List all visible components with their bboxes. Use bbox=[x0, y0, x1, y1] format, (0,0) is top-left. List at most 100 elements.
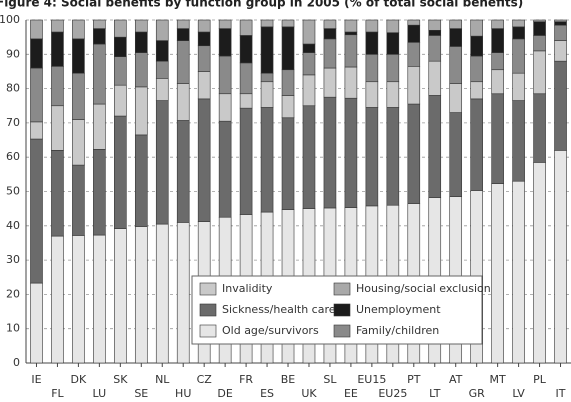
bar-segment bbox=[176, 83, 190, 121]
bar-segment bbox=[554, 21, 567, 26]
x-tick-label: FR bbox=[239, 373, 253, 386]
y-tick-label: 70 bbox=[6, 116, 20, 129]
legend-label: Unemployment bbox=[356, 303, 441, 316]
bar-segment bbox=[239, 19, 253, 36]
bar-segment bbox=[176, 40, 190, 84]
bar-segment bbox=[51, 66, 64, 107]
bar-segment bbox=[365, 107, 379, 207]
bar-segment bbox=[470, 55, 483, 83]
bar-segment bbox=[197, 45, 211, 72]
bar-segment bbox=[30, 282, 43, 364]
bar-segment bbox=[449, 46, 463, 84]
bar-segment bbox=[386, 53, 400, 83]
bar-segment bbox=[134, 86, 148, 136]
bar-segment bbox=[491, 69, 504, 95]
y-tick-label: 30 bbox=[6, 253, 20, 266]
bar-segment bbox=[533, 50, 546, 95]
x-tick-label: IE bbox=[31, 373, 41, 386]
bar-segment bbox=[155, 223, 169, 364]
bar-segment bbox=[176, 19, 190, 29]
bar-segment bbox=[512, 19, 525, 28]
bar-segment bbox=[302, 43, 316, 53]
bar-segment bbox=[281, 26, 295, 71]
bar-segment bbox=[449, 112, 463, 197]
bar-segment bbox=[449, 28, 463, 47]
bar-segment bbox=[491, 183, 504, 364]
bar-segment bbox=[239, 35, 253, 64]
bar-segment bbox=[533, 19, 546, 23]
bar-segment bbox=[30, 67, 43, 123]
bar-segment bbox=[554, 150, 567, 364]
bar-segment bbox=[51, 105, 64, 151]
bar-segment bbox=[554, 60, 567, 151]
bar-segment bbox=[72, 235, 85, 364]
bar-segment bbox=[260, 26, 274, 74]
legend-swatch bbox=[199, 324, 217, 338]
bar-segment bbox=[449, 19, 463, 29]
bar-segment bbox=[134, 19, 148, 33]
x-tick-label: NL bbox=[155, 373, 170, 386]
x-tick-label: BE bbox=[281, 373, 296, 386]
bar-segment bbox=[197, 31, 211, 47]
bar-segment bbox=[407, 66, 421, 105]
bar-segment bbox=[386, 107, 400, 206]
legend-label: Invalidity bbox=[222, 282, 273, 295]
bar-segment bbox=[491, 52, 504, 71]
bar-segment bbox=[93, 28, 106, 45]
bar-segment bbox=[51, 150, 64, 237]
bar-segment bbox=[365, 53, 379, 83]
x-tick-label: UK bbox=[301, 387, 317, 400]
bar-segment bbox=[260, 72, 274, 83]
bar-segment bbox=[93, 19, 106, 29]
y-tick-label: 0 bbox=[13, 356, 20, 369]
bar-segment bbox=[30, 19, 43, 40]
x-tick-label: SK bbox=[113, 373, 128, 386]
bar-segment bbox=[323, 96, 337, 209]
y-tick-label: 100 bbox=[0, 13, 20, 26]
x-tick-label: LU bbox=[93, 387, 107, 400]
bar-segment bbox=[281, 95, 295, 119]
x-tick-label: FL bbox=[51, 387, 64, 400]
bar-segment bbox=[344, 19, 358, 33]
bar-segment bbox=[134, 31, 148, 53]
legend-swatch bbox=[199, 303, 217, 317]
bar-segment bbox=[407, 41, 421, 67]
x-tick-label: CZ bbox=[197, 373, 213, 386]
bar-segment bbox=[470, 98, 483, 191]
bar-segment bbox=[365, 81, 379, 108]
bar-segment bbox=[281, 19, 295, 28]
bar-segment bbox=[533, 162, 546, 364]
bar-segment bbox=[323, 28, 337, 40]
bar-segment bbox=[407, 24, 421, 43]
bar-segment bbox=[554, 19, 567, 23]
y-tick-label: 90 bbox=[6, 47, 20, 60]
bar-segment bbox=[72, 72, 85, 120]
x-tick-label: PL bbox=[533, 373, 547, 386]
bar-segment bbox=[260, 107, 274, 213]
bar-segment bbox=[134, 134, 148, 227]
legend-swatch bbox=[333, 282, 351, 296]
bar-segment bbox=[72, 38, 85, 74]
bar-segment bbox=[114, 19, 127, 38]
bar-segment bbox=[554, 40, 567, 62]
x-tick-label: MT bbox=[490, 373, 506, 386]
bar-segment bbox=[114, 36, 127, 58]
bar-segment bbox=[407, 103, 421, 204]
bar-segment bbox=[176, 222, 190, 364]
bar-segment bbox=[51, 19, 64, 33]
x-tick-label: LV bbox=[512, 387, 525, 400]
bar-segment bbox=[386, 32, 400, 55]
bar-segment bbox=[51, 235, 64, 364]
y-tick-label: 40 bbox=[6, 219, 20, 232]
bar-segment bbox=[323, 38, 337, 69]
bar-segment bbox=[554, 24, 567, 41]
x-tick-label: PT bbox=[407, 373, 421, 386]
bar-segment bbox=[428, 29, 442, 36]
bar-segment bbox=[197, 19, 211, 33]
bar-segment bbox=[344, 66, 358, 99]
bar-segment bbox=[114, 84, 127, 117]
bar-segment bbox=[449, 83, 463, 113]
bar-segment bbox=[407, 19, 421, 26]
bar-segment bbox=[344, 97, 358, 208]
